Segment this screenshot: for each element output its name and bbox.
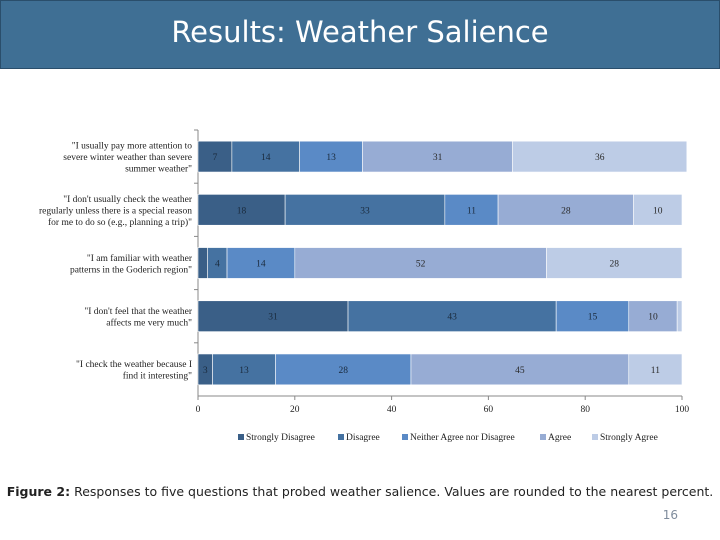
bar-q1-agree	[362, 140, 513, 173]
legend-label-1: Disagree	[346, 433, 380, 443]
legend-swatch-3	[540, 434, 546, 440]
data-label-q5-2: 28	[338, 366, 348, 376]
legend-label-3: Agree	[548, 433, 571, 443]
question-label-1-line-2: severe winter weather than severe	[63, 153, 192, 163]
page-number: 16	[662, 508, 678, 522]
bar-q5-disagree	[212, 353, 276, 386]
slide-title: Results: Weather Salience	[171, 15, 549, 49]
question-label-5-line-2: find it interesting"	[123, 371, 192, 382]
question-label-5-line-1: "I check the weather because I	[76, 360, 192, 370]
question-label-2-line-3: for me to do so (e.g., planning a trip)"	[48, 217, 192, 228]
x-tick-label-5: 100	[675, 405, 690, 415]
bar-q2-strongly-agree	[633, 194, 683, 226]
bar-q2-strongly-disagree	[197, 194, 286, 226]
data-label-q5-1: 13	[239, 366, 249, 376]
question-label-4-line-1: "I don't feel that the weather	[84, 306, 193, 317]
data-label-q4-3: 10	[648, 313, 658, 323]
bar-q4-agree	[628, 300, 678, 332]
data-label-q2-0: 18	[237, 206, 247, 216]
data-label-q2-3: 28	[561, 206, 571, 216]
question-label-3-line-2: patterns in the Goderich region"	[70, 265, 192, 275]
question-label-1-line-3: summer weather"	[125, 165, 192, 175]
data-label-q5-0: 3	[203, 366, 208, 376]
data-label-q1-1: 14	[261, 153, 271, 163]
data-label-q3-4: 28	[609, 260, 619, 270]
bar-q3-neither-agree-nor-disagree	[226, 247, 296, 279]
data-label-q1-0: 7	[213, 153, 218, 163]
question-label-1-line-1: "I usually pay more attention to	[72, 142, 192, 152]
figure-caption: Figure 2: Responses to five questions th…	[0, 484, 720, 499]
bar-q5-agree	[410, 353, 630, 386]
question-label-4-line-2: affects me very much"	[106, 317, 192, 328]
title-bar: Results: Weather Salience	[0, 0, 720, 69]
data-label-q5-3: 45	[515, 366, 525, 376]
bar-q1-disagree	[231, 140, 300, 173]
question-label-3-line-1: "I am familiar with weather	[87, 253, 193, 264]
legend-swatch-4	[592, 434, 598, 440]
bar-q4-strongly-agree	[676, 300, 683, 332]
bar-q2-disagree	[284, 194, 446, 226]
data-label-q3-3: 52	[416, 260, 426, 270]
bar-q3-strongly-agree	[546, 247, 683, 279]
bar-q3-strongly-disagree	[197, 247, 208, 279]
data-label-q1-4: 36	[595, 153, 605, 163]
x-tick-label-3: 60	[484, 405, 494, 415]
data-label-q4-1: 43	[447, 313, 457, 323]
data-label-q2-1: 33	[360, 206, 370, 216]
bar-q4-strongly-disagree	[197, 300, 349, 332]
caption-prefix: Figure 2:	[6, 484, 71, 499]
stacked-bar-chart: 0 20 40 60 80 100 7 14 13 31 36 "I usually pay more…	[39, 129, 690, 443]
legend-swatch-1	[338, 434, 344, 440]
bar-q5-strongly-agree	[628, 353, 683, 386]
bar-q1-strongly-agree	[512, 140, 688, 173]
data-label-q4-0: 31	[268, 313, 278, 323]
data-label-q3-1: 4	[215, 260, 220, 270]
bar-q1-neither-agree-nor-disagree	[299, 140, 363, 173]
data-label-q5-4: 11	[651, 366, 660, 376]
bar-q3-agree	[294, 247, 547, 279]
x-tick-label-1: 20	[290, 405, 300, 415]
legend-label-4: Strongly Agree	[600, 433, 658, 443]
caption-text: Responses to five questions that probed …	[70, 484, 714, 499]
bar-q2-agree	[497, 194, 634, 226]
legend-swatch-0	[238, 434, 244, 440]
bar-q2-neither-agree-nor-disagree	[444, 194, 499, 226]
x-tick-label-4: 80	[580, 405, 590, 415]
legend-label-2: Neither Agree nor Disagree	[410, 433, 515, 443]
legend-label-0: Strongly Disagree	[246, 433, 315, 443]
data-label-q2-2: 11	[467, 206, 476, 216]
legend-swatch-2	[402, 434, 408, 440]
data-label-q1-3: 31	[433, 153, 443, 163]
data-label-q2-4: 10	[653, 206, 663, 216]
question-label-2-line-2: regularly unless there is a special reas…	[39, 206, 192, 216]
x-tick-label-2: 40	[387, 405, 397, 415]
question-label-2-line-1: "I don't usually check the weather	[63, 195, 193, 205]
bar-q4-disagree	[347, 300, 557, 332]
data-label-q1-2: 13	[326, 153, 336, 163]
data-label-q3-2: 14	[256, 260, 266, 270]
data-label-q4-2: 15	[588, 313, 598, 323]
x-tick-label-0: 0	[196, 405, 201, 415]
